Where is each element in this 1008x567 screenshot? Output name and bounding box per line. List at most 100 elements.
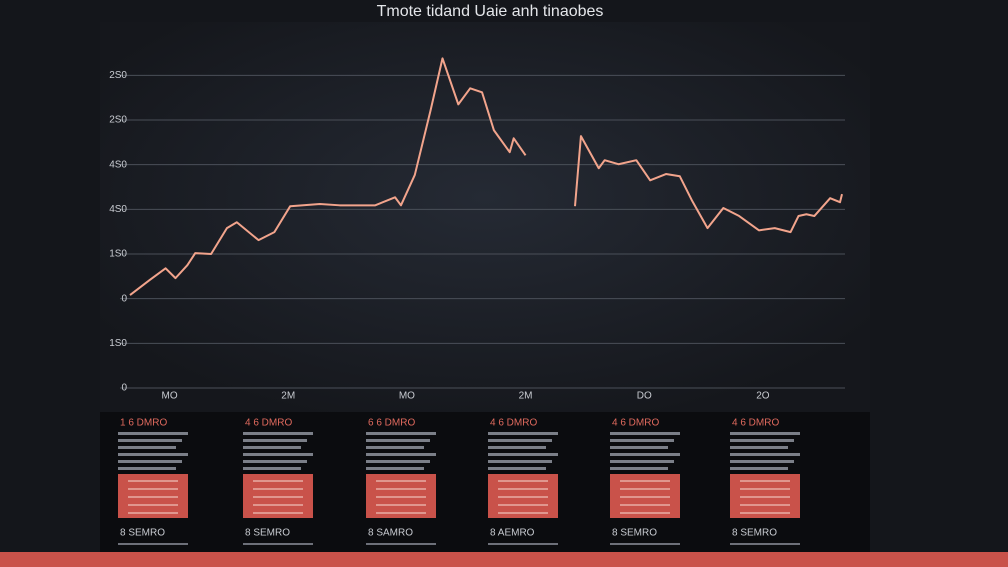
panel-rule bbox=[488, 543, 558, 545]
panel-text-line bbox=[730, 439, 794, 442]
panel-highlight-line bbox=[253, 512, 303, 514]
panel-highlight-line bbox=[376, 496, 426, 498]
panel-highlight-line bbox=[620, 488, 670, 490]
panel-text-line bbox=[488, 446, 546, 449]
chart-title: Tmote tidand Uaie anh tinaobes bbox=[377, 3, 604, 20]
y-tick-label: 0 bbox=[121, 383, 127, 394]
panel-text-line bbox=[730, 432, 800, 435]
panel-text-line bbox=[488, 439, 552, 442]
panel-text-line bbox=[610, 467, 668, 470]
panel-rule bbox=[730, 543, 800, 545]
panel-text-line bbox=[488, 460, 552, 463]
panel-heading: 4 6 DMRO bbox=[490, 418, 537, 429]
y-tick-label: 1S0 bbox=[109, 338, 127, 349]
footer-bar bbox=[0, 552, 1008, 567]
panel-highlight-line bbox=[740, 480, 790, 482]
panel-text-line bbox=[243, 460, 307, 463]
panel-highlight-line bbox=[128, 480, 178, 482]
panel-highlight-line bbox=[376, 512, 426, 514]
panel-heading: 6 6 DMRO bbox=[368, 418, 415, 429]
panel-highlight-line bbox=[498, 512, 548, 514]
panel-rule bbox=[118, 543, 188, 545]
line-series bbox=[574, 135, 843, 234]
panel-heading: 4 6 DMRO bbox=[245, 418, 292, 429]
panel-text-line bbox=[730, 460, 794, 463]
x-tick-label: MO bbox=[162, 391, 178, 402]
panel-text-line bbox=[366, 439, 430, 442]
panel-text-line bbox=[243, 432, 313, 435]
panel-text-line bbox=[243, 453, 313, 456]
panel-highlight-line bbox=[498, 480, 548, 482]
y-tick-label: 2S0 bbox=[109, 115, 127, 126]
panel-text-line bbox=[366, 460, 430, 463]
panel-text-line bbox=[488, 467, 546, 470]
panel-highlight-line bbox=[128, 488, 178, 490]
line-series bbox=[129, 57, 527, 296]
panel-highlight-line bbox=[253, 504, 303, 506]
panel-text-line bbox=[366, 432, 436, 435]
panel-heading: 4 6 DMRO bbox=[732, 418, 779, 429]
panel-footer: 8 SEMRO bbox=[612, 528, 657, 539]
panel-highlight-line bbox=[740, 512, 790, 514]
panel-footer: 8 SAMRO bbox=[368, 528, 413, 539]
panel-text-line bbox=[488, 453, 558, 456]
panel-highlight-line bbox=[740, 504, 790, 506]
panel-text-line bbox=[366, 467, 424, 470]
panel-highlight-line bbox=[620, 496, 670, 498]
panel-text-line bbox=[610, 439, 674, 442]
panel-text-line bbox=[366, 446, 424, 449]
panel-highlight-line bbox=[376, 504, 426, 506]
panel-highlight-line bbox=[128, 496, 178, 498]
panel-highlight-line bbox=[128, 512, 178, 514]
panel-footer: 8 SEMRO bbox=[732, 528, 777, 539]
panel-text-line bbox=[730, 453, 800, 456]
y-tick-label: 1S0 bbox=[109, 249, 127, 260]
panel-highlight-line bbox=[620, 504, 670, 506]
panel-text-line bbox=[610, 432, 680, 435]
panel-highlight-line bbox=[498, 488, 548, 490]
panel-text-line bbox=[118, 446, 176, 449]
panel-highlight-line bbox=[376, 480, 426, 482]
panel-text-line bbox=[610, 453, 680, 456]
panel-text-line bbox=[730, 446, 788, 449]
panel-highlight-line bbox=[740, 488, 790, 490]
panel-text-line bbox=[118, 453, 188, 456]
y-tick-label: 2S0 bbox=[109, 70, 127, 81]
panel-text-line bbox=[118, 460, 182, 463]
panel-footer: 8 SEMRO bbox=[245, 528, 290, 539]
panel-highlight-line bbox=[498, 504, 548, 506]
panel-highlight-line bbox=[740, 496, 790, 498]
panel-text-line bbox=[610, 460, 674, 463]
y-tick-label: 4S0 bbox=[109, 204, 127, 215]
panel-highlight-line bbox=[498, 496, 548, 498]
x-tick-label: DO bbox=[637, 391, 652, 402]
panel-rule bbox=[243, 543, 313, 545]
panel-highlight-line bbox=[253, 496, 303, 498]
panel-rule bbox=[366, 543, 436, 545]
panel-highlight-line bbox=[620, 480, 670, 482]
panel-heading: 4 6 DMRO bbox=[612, 418, 659, 429]
plot-area bbox=[100, 22, 870, 412]
panel-heading: 1 6 DMRO bbox=[120, 418, 167, 429]
panel-highlight-line bbox=[376, 488, 426, 490]
panel-text-line bbox=[610, 446, 668, 449]
panel-highlight-line bbox=[253, 480, 303, 482]
panel-highlight-line bbox=[128, 504, 178, 506]
x-tick-label: MO bbox=[399, 391, 415, 402]
y-tick-label: 0 bbox=[121, 293, 127, 304]
panel-text-line bbox=[243, 446, 301, 449]
panel-highlight-line bbox=[253, 488, 303, 490]
panel-text-line bbox=[488, 432, 558, 435]
panel-highlight-line bbox=[620, 512, 670, 514]
panel-footer: 8 AEMRO bbox=[490, 528, 535, 539]
x-tick-label: 2M bbox=[281, 391, 295, 402]
x-tick-label: 2M bbox=[519, 391, 533, 402]
panel-text-line bbox=[243, 467, 301, 470]
panel-footer: 8 SEMRO bbox=[120, 528, 165, 539]
panel-rule bbox=[610, 543, 680, 545]
panel-text-line bbox=[118, 467, 176, 470]
panel-text-line bbox=[243, 439, 307, 442]
panel-text-line bbox=[118, 432, 188, 435]
y-tick-label: 4S0 bbox=[109, 159, 127, 170]
